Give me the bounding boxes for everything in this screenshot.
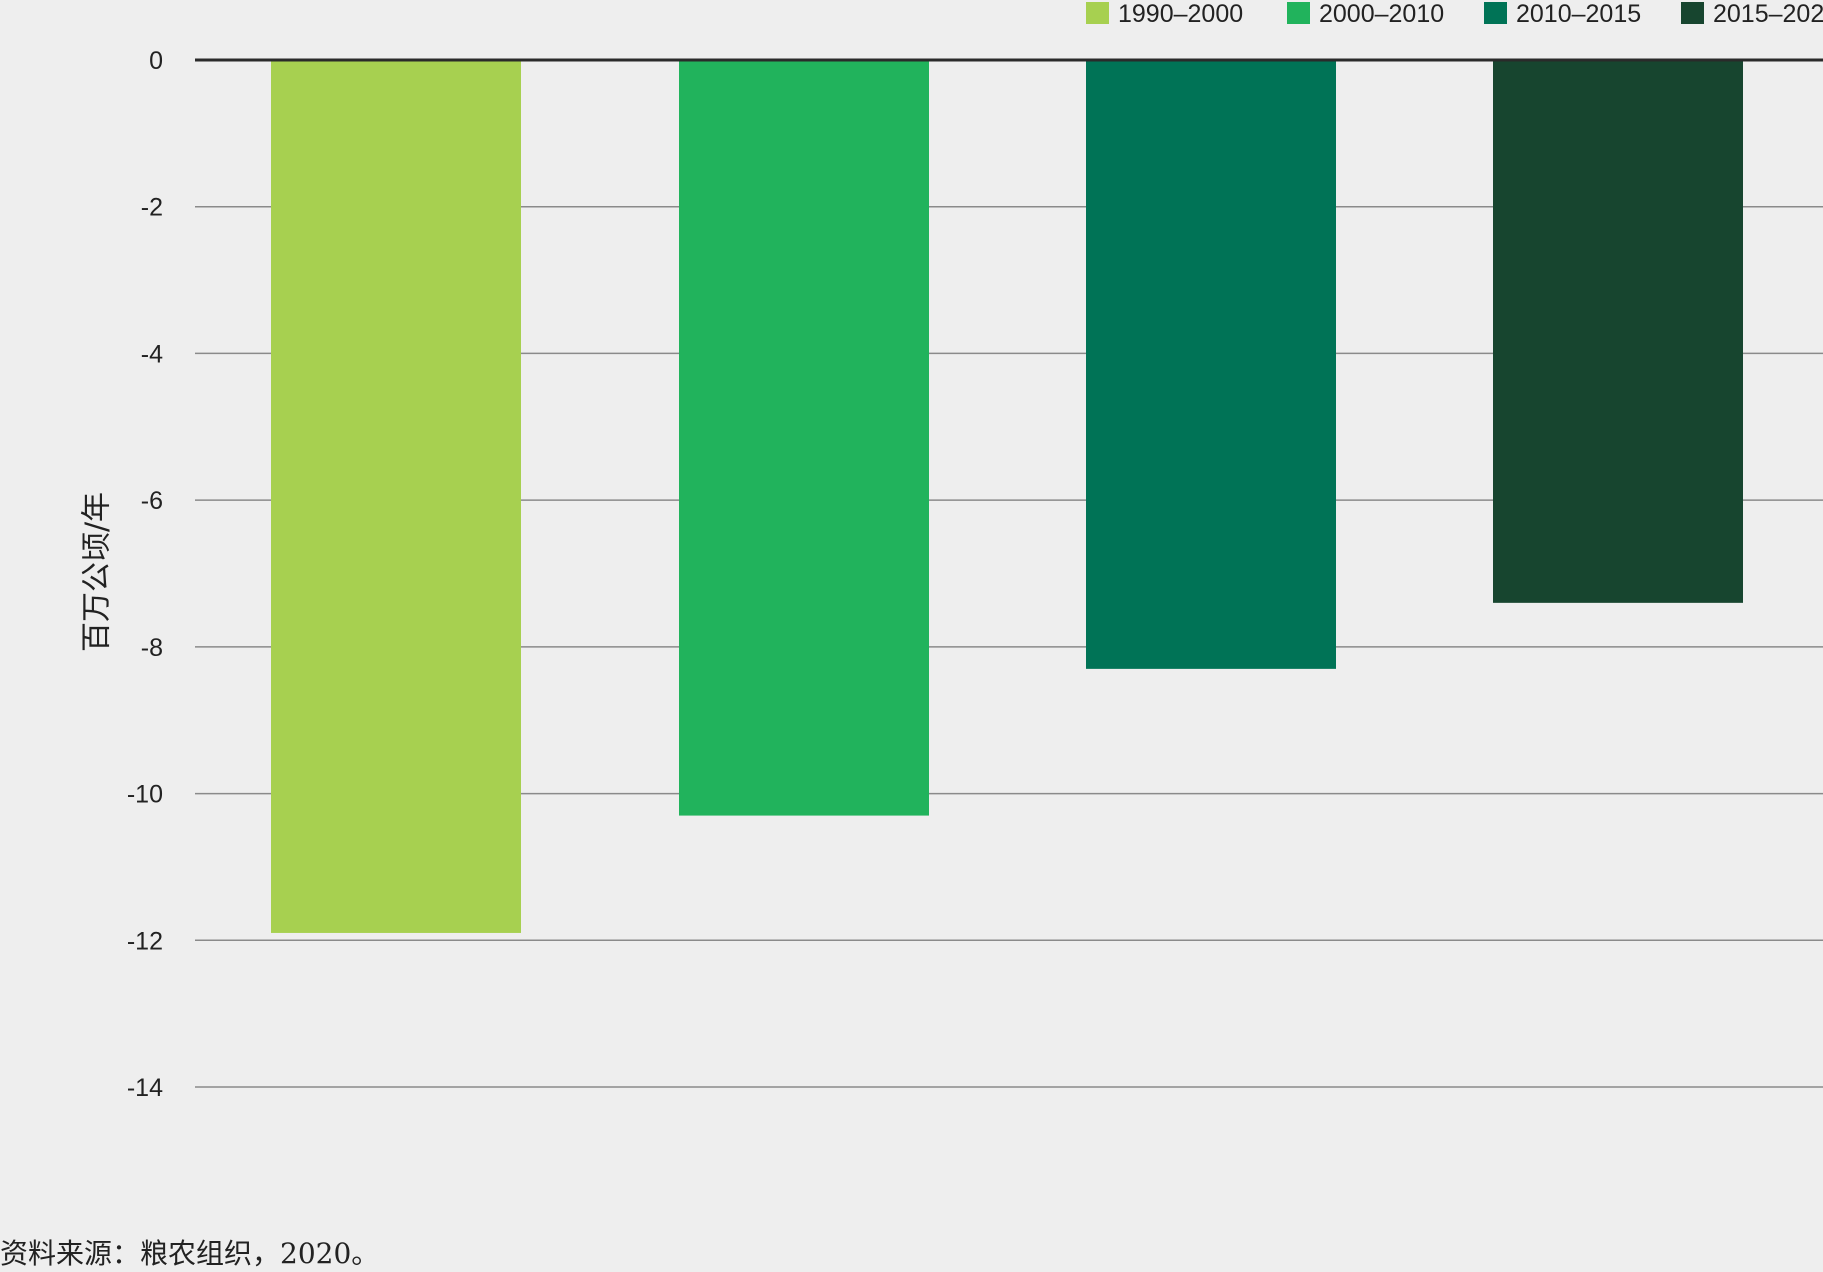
legend-swatch <box>1681 2 1704 24</box>
legend-swatch <box>1484 2 1507 24</box>
y-axis-ticks: 0 -2 -4 -6 -8 -10 -12 -14 <box>127 47 163 1102</box>
legend-label: 2015–2020 <box>1713 0 1823 28</box>
bar <box>271 60 521 933</box>
legend-item: 2015–2020 <box>1681 0 1823 28</box>
legend: 1990–2000 2000–2010 2010–2015 2015–2020 <box>1086 0 1823 28</box>
y-tick-label: 0 <box>149 47 163 75</box>
bar <box>1086 60 1336 669</box>
bar <box>679 60 929 816</box>
y-tick-label: -12 <box>127 927 163 955</box>
legend-item: 2000–2010 <box>1287 0 1444 28</box>
y-tick-label: -10 <box>127 781 163 809</box>
source-note: 资料来源：粮农组织，2020。 <box>0 1237 380 1270</box>
legend-swatch <box>1086 2 1109 24</box>
bars <box>271 60 1743 933</box>
y-tick-label: -6 <box>141 487 163 515</box>
legend-item: 2010–2015 <box>1484 0 1641 28</box>
legend-swatch <box>1287 2 1310 24</box>
y-tick-label: -8 <box>141 634 163 662</box>
legend-item: 1990–2000 <box>1086 0 1243 28</box>
y-tick-label: -4 <box>141 340 163 368</box>
legend-label: 2010–2015 <box>1516 0 1641 28</box>
bar <box>1493 60 1743 603</box>
y-tick-label: -14 <box>127 1074 163 1102</box>
y-axis-title: 百万公顷/年 <box>80 492 115 652</box>
legend-label: 1990–2000 <box>1118 0 1243 28</box>
legend-label: 2000–2010 <box>1319 0 1444 28</box>
y-tick-label: -2 <box>141 194 163 222</box>
